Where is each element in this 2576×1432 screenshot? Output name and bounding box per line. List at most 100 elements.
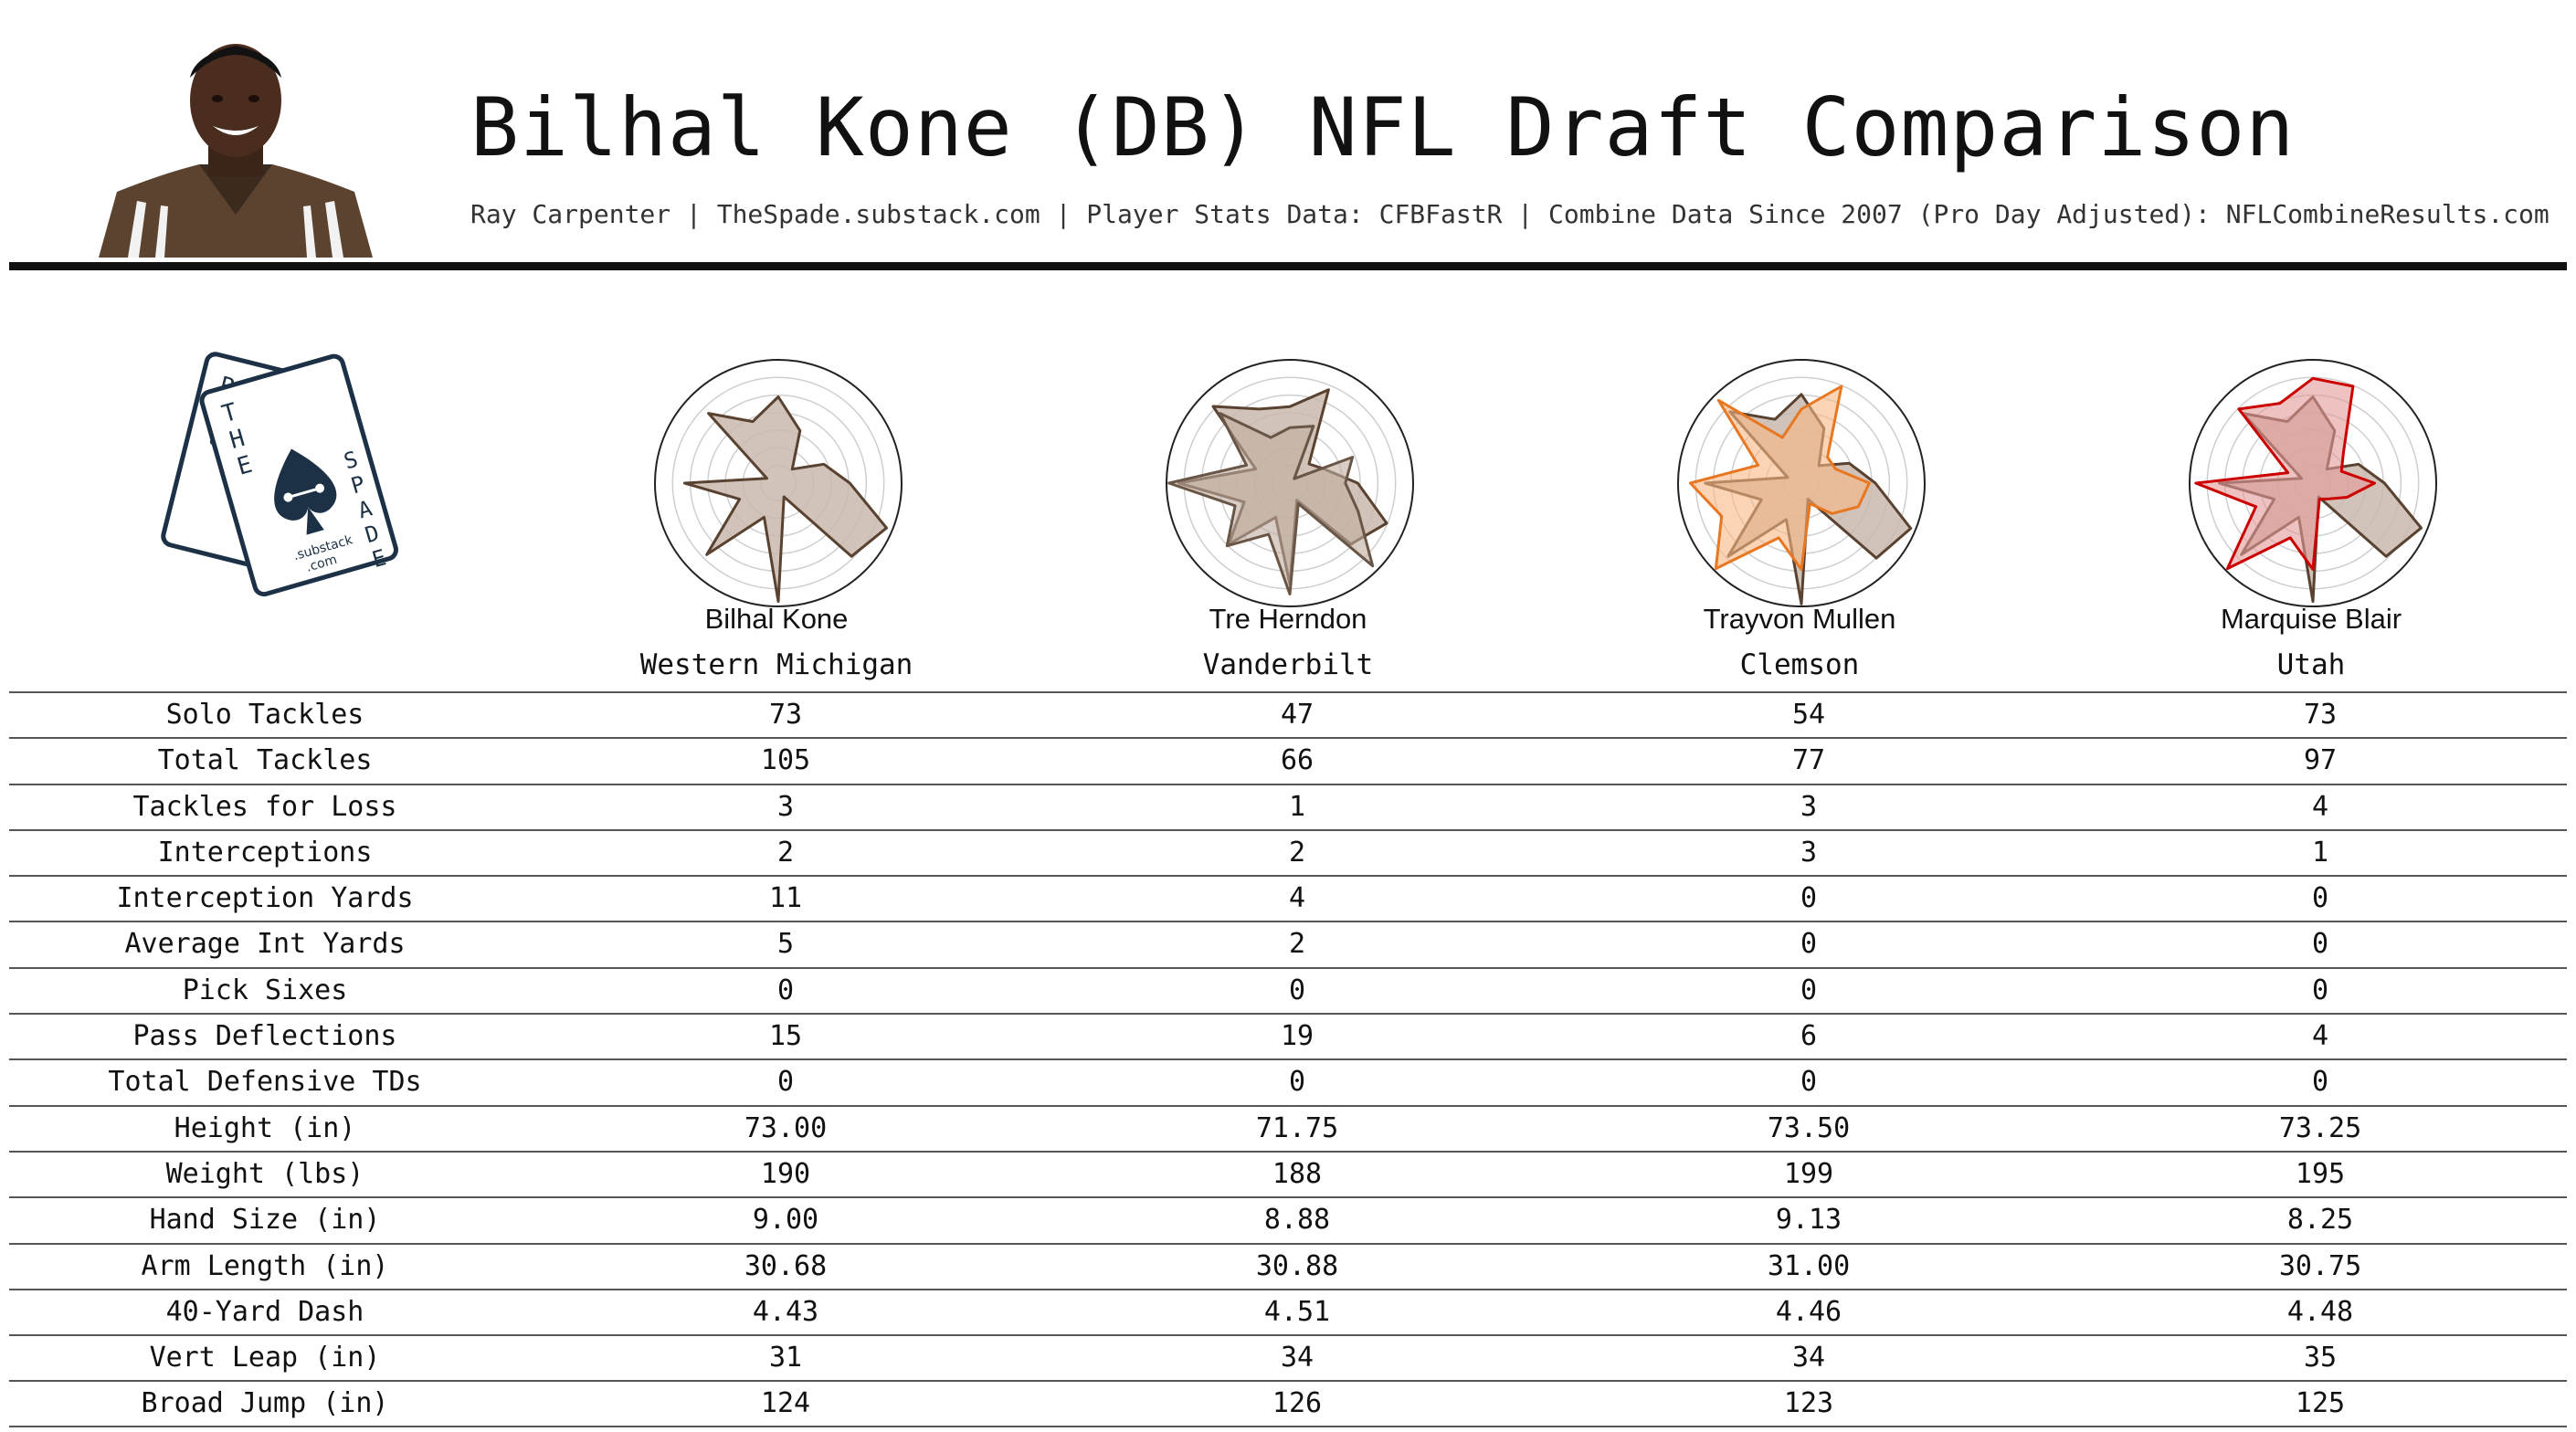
table-cell: 3 [776,790,795,823]
table-cell: 0 [2311,882,2329,915]
table-cell: 0 [1800,1066,1818,1099]
table-row: Interception Yards 11 4 0 0 [9,875,2567,921]
table-cell: 54 [1791,699,1826,731]
row-label: Interception Yards [116,882,414,915]
player-name-3: Trayvon Mullen [1703,603,1896,635]
table-cell: 34 [1791,1342,1826,1374]
row-label: Weight (lbs) [165,1157,364,1190]
table-cell: 11 [768,882,803,915]
table-cell: 73.00 [744,1111,828,1144]
table-cell: 9.00 [752,1204,819,1237]
table-row: Arm Length (in) 30.68 30.88 31.00 30.75 [9,1242,2567,1289]
player-photo-illustration [99,44,373,258]
row-label: Broad Jump (in) [141,1387,389,1420]
radar-comparison-polygon [1167,412,1375,595]
table-cell: 97 [2303,744,2338,777]
table-cell: 0 [2311,974,2329,1006]
table-cell: 4.46 [1775,1295,1842,1328]
table-cell: 4 [2311,1020,2329,1053]
row-label: Total Tackles [157,744,373,777]
table-cell: 30.88 [1255,1249,1339,1282]
page-title: Bilhal Kone (DB) NFL Draft Comparison [470,80,2296,174]
radar-comparison-polygon [2194,376,2376,571]
table-row: Interceptions 2 2 3 1 [9,828,2567,875]
table-cell: 9.13 [1775,1204,1842,1237]
table-cell: 73 [768,699,803,731]
row-label: Vert Leap (in) [149,1342,381,1374]
table-row: Average Int Yards 5 2 0 0 [9,921,2567,966]
table-cell: 0 [1288,974,1306,1006]
table-cell: 0 [1800,882,1818,915]
table-cell: 73 [2303,699,2338,731]
table-cell: 71.75 [1255,1111,1339,1144]
logo-front-card: T H E S P A D E .substack .com [199,353,398,597]
table-cell: 2 [776,836,795,869]
page-subtitle: Ray Carpenter | TheSpade.substack.com | … [470,199,2550,229]
table-row: Vert Leap (in) 31 34 34 35 [9,1334,2567,1380]
radar-chart-tre-herndon [1166,359,1414,607]
table-cell: 105 [760,744,811,777]
radar-outer-ring [2189,359,2437,607]
table-cell: 73.25 [2278,1111,2362,1144]
radar-chart-marquise-blair [2189,359,2437,607]
table-row: Solo Tackles 73 47 54 73 [9,691,2567,737]
row-label: Average Int Yards [124,928,406,961]
player-school-2: Vanderbilt [1202,648,1374,681]
table-cell: 4.43 [752,1295,819,1328]
radar-outer-ring [1166,359,1414,607]
table-row: Height (in) 73.00 71.75 73.50 73.25 [9,1104,2567,1151]
radar-outer-ring [654,359,903,607]
table-cell: 3 [1800,790,1818,823]
table-row: Pick Sixes 0 0 0 0 [9,966,2567,1013]
table-cell: 0 [776,1066,795,1099]
table-cell: 31 [768,1342,803,1374]
table-cell: 126 [1272,1387,1323,1420]
table-row: 40-Yard Dash 4.43 4.51 4.46 4.48 [9,1288,2567,1334]
table-cell: 0 [1288,1066,1306,1099]
table-cell: 0 [2311,1066,2329,1099]
player-school-4: Utah [2276,648,2346,681]
row-label: Tackles for Loss [132,790,397,823]
row-label: Total Defensive TDs [108,1066,422,1099]
stats-table: Solo Tackles 73 47 54 73 Total Tackles 1… [9,691,2567,1428]
table-cell: 4.51 [1263,1295,1331,1328]
table-cell: 66 [1280,744,1314,777]
row-label: Arm Length (in) [141,1249,389,1282]
table-cell: 2 [1288,836,1306,869]
table-cell: 8.88 [1263,1204,1331,1237]
row-label: Height (in) [174,1111,356,1144]
row-label: Interceptions [157,836,373,869]
table-cell: 125 [2295,1387,2346,1420]
table-row: Tackles for Loss 3 1 3 4 [9,783,2567,829]
table-cell: 19 [1280,1020,1314,1053]
table-row: Total Tackles 105 66 77 97 [9,737,2567,783]
row-label: 40-Yard Dash [165,1295,364,1328]
row-label: Pick Sixes [182,974,348,1006]
table-cell: 0 [2311,928,2329,961]
table-cell: 3 [1800,836,1818,869]
table-cell: 123 [1783,1387,1834,1420]
table-cell: 199 [1783,1157,1834,1190]
table-cell: 73.50 [1767,1111,1851,1144]
table-cell: 190 [760,1157,811,1190]
table-cell: 30.75 [2278,1249,2362,1282]
table-cell: 124 [760,1387,811,1420]
table-row: Hand Size (in) 9.00 8.88 9.13 8.25 [9,1196,2567,1242]
table-cell: 2 [1288,928,1306,961]
player-school-3: Clemson [1739,648,1860,681]
player-name-4: Marquise Blair [2220,603,2402,635]
table-row: Pass Deflections 15 19 6 4 [9,1013,2567,1058]
radar-chart-trayvon-mullen [1677,359,1926,607]
table-cell: 195 [2295,1157,2346,1190]
radar-comparison-polygon [1689,384,1871,571]
table-row: Weight (lbs) 190 188 199 195 [9,1150,2567,1196]
row-label: Hand Size (in) [149,1204,381,1237]
player-name-1: Bilhal Kone [704,603,849,635]
radar-base-polygon [682,395,888,604]
table-cell: 47 [1280,699,1314,731]
table-cell: 6 [1800,1020,1818,1053]
table-cell: 30.68 [744,1249,828,1282]
table-cell: 8.25 [2286,1204,2354,1237]
radar-chart-bilhal-kone [654,359,903,607]
